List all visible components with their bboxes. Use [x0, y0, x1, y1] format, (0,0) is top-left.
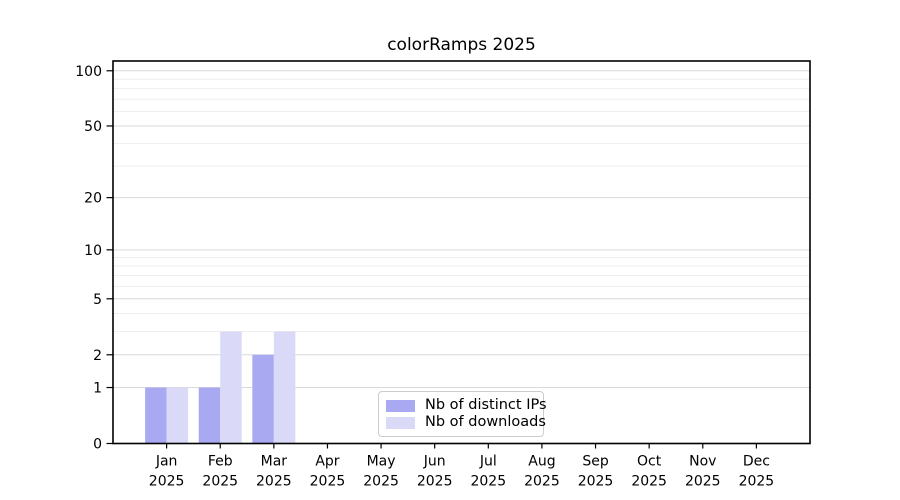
y-tick-label: 0	[93, 437, 102, 453]
x-tick-label-month: Nov	[689, 454, 716, 470]
x-tick-label-year: 2025	[631, 474, 667, 490]
x-tick-label-year: 2025	[363, 474, 399, 490]
x-tick-label-year: 2025	[149, 474, 185, 490]
x-tick-label-year: 2025	[310, 474, 346, 490]
x-tick-label-month: Dec	[743, 454, 770, 470]
x-tick-label-month: May	[367, 454, 396, 470]
bar-distinct-ips-mar	[252, 354, 274, 444]
x-tick-label-year: 2025	[524, 474, 560, 490]
y-tick-label: 10	[84, 243, 102, 259]
x-tick-label-month: Feb	[208, 454, 233, 470]
y-tick-label: 1	[93, 381, 102, 397]
bar-distinct-ips-jan	[145, 387, 167, 444]
y-tick-label: 50	[84, 119, 102, 135]
y-tick-label: 5	[93, 292, 102, 308]
x-tick-label-month: Apr	[315, 454, 339, 470]
legend-swatch-distinct-ips-icon	[386, 399, 415, 412]
bar-downloads-jan	[166, 387, 189, 444]
legend-swatch-downloads-icon	[386, 416, 415, 429]
bar-downloads-feb	[220, 331, 242, 444]
bar-downloads-mar	[273, 331, 296, 444]
legend-item-distinct-ips: Nb of distinct IPs	[386, 397, 547, 414]
x-tick-label-year: 2025	[417, 474, 453, 490]
x-tick-label-month: Jul	[479, 454, 497, 470]
x-tick-label-month: Jun	[423, 454, 446, 470]
plot-border	[112, 60, 811, 445]
x-tick-label-month: Oct	[637, 454, 662, 470]
x-tick-label-month: Aug	[528, 454, 555, 470]
x-tick-label-year: 2025	[202, 474, 238, 490]
chart-title: colorRamps 2025	[387, 35, 536, 55]
legend-item-downloads: Nb of downloads	[386, 414, 546, 431]
y-tick-label: 100	[75, 64, 102, 80]
x-tick-label-month: Jan	[155, 454, 178, 470]
x-tick-label-year: 2025	[739, 474, 775, 490]
x-tick-label-year: 2025	[685, 474, 721, 490]
x-tick-label-month: Mar	[261, 454, 288, 470]
x-tick-label-month: Sep	[582, 454, 609, 470]
x-tick-label-year: 2025	[470, 474, 506, 490]
legend-label-distinct-ips: Nb of distinct IPs	[425, 397, 547, 413]
legend-label-downloads: Nb of downloads	[425, 414, 546, 430]
x-tick-label-year: 2025	[578, 474, 614, 490]
legend: Nb of distinct IPs Nb of downloads	[378, 391, 547, 437]
y-tick-label: 20	[84, 191, 102, 207]
x-tick-label-year: 2025	[256, 474, 292, 490]
bar-distinct-ips-feb	[198, 387, 221, 444]
y-tick-label: 2	[93, 348, 102, 364]
